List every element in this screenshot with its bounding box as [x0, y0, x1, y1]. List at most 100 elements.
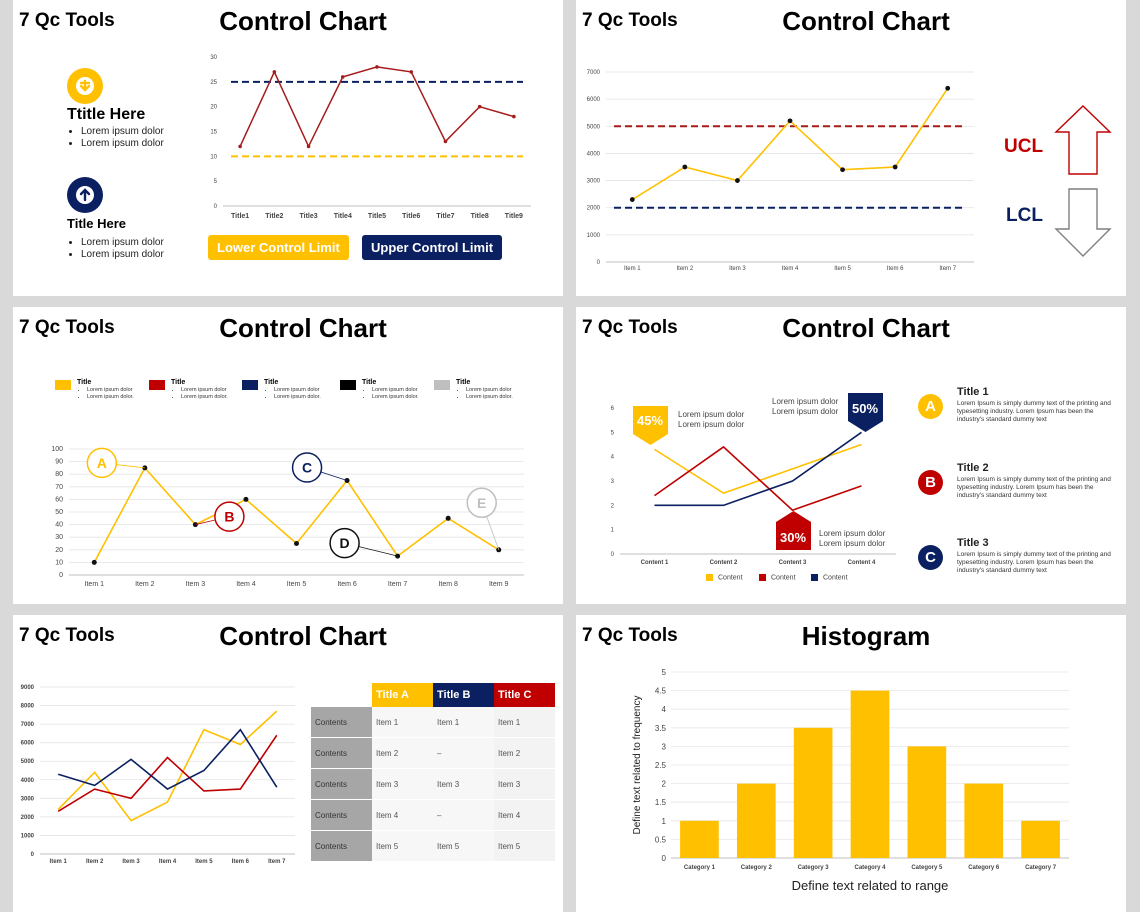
y-tick-label: 0 [31, 852, 35, 858]
legend-swatch [242, 380, 258, 390]
legend-line: Lorem ipsum dolor. [274, 394, 354, 401]
callout-letter: C [302, 460, 312, 476]
table-row: Contents Item 4– Item 4 [311, 799, 555, 831]
slide-control-chart-4: 7 Qc Tools Control Chart 0 1 2 3 4 5 6 Content … [576, 307, 1126, 604]
y-tick-label: 7000 [587, 70, 601, 76]
series-line [654, 443, 862, 495]
brand-title: 7 Qc Tools [19, 625, 115, 646]
x-axis-title: Define text related to range [792, 878, 949, 893]
x-tick-label: Title2 [265, 213, 283, 220]
x-tick-label: Item 3 [729, 266, 746, 272]
table-row: Contents Item 5 Item 5 Item 5 [311, 830, 555, 862]
x-tick-label: Title7 [436, 213, 454, 220]
entry-desc-2: Lorem Ipsum is simply dummy text of the … [957, 476, 1111, 499]
table-cell: – [433, 799, 494, 831]
letter-badge-b: B [918, 470, 943, 495]
y-tick-label: 90 [55, 459, 63, 466]
data-point [306, 144, 311, 149]
slide-control-chart-2: 7 Qc Tools Control Chart 0 1000 2000 3000 40… [576, 0, 1126, 296]
x-tick-label: Item 2 [86, 859, 104, 865]
x-tick-label: Title4 [334, 213, 352, 220]
table-cell: Item 5 [494, 830, 555, 862]
y-tick-label: 5000 [21, 759, 35, 765]
callout-circle [329, 527, 360, 559]
y-tick-label: 10 [210, 154, 217, 160]
histogram-bar [907, 746, 947, 858]
y-tick-label: 2.5 [655, 761, 667, 770]
note-text: Lorem ipsum dolor Lorem ipsum dolor [819, 529, 886, 548]
tag-50: 50% [851, 401, 879, 416]
table-cell: Item 3 [494, 768, 555, 800]
y-tick-label: 0.5 [655, 835, 667, 844]
table-cell: Item 2 [494, 737, 555, 769]
control-chart-5: 0 1000 2000 3000 4000 5000 6000 7000 8000 9000 Ite… [21, 685, 295, 865]
legend-line: Lorem ipsum dolor [87, 387, 167, 394]
y-tick-label: 60 [55, 496, 63, 503]
legend-swatch [149, 380, 165, 390]
y-tick-label: 2000 [587, 206, 601, 212]
legend-line: Lorem ipsum dolor. [87, 394, 167, 401]
x-tick-label: Content 3 [779, 560, 807, 566]
series-line [631, 87, 949, 201]
arrow-down-icon [1054, 188, 1112, 257]
tag-shape [848, 393, 883, 432]
table-cell: Item 3 [372, 768, 433, 800]
slide-title: Control Chart [219, 621, 387, 651]
entry-title-3: Title 3 [957, 537, 989, 549]
table-cell: Item 4 [372, 799, 433, 831]
brand-title: 7 Qc Tools [582, 625, 678, 646]
y-tick-label: 15 [210, 130, 217, 136]
x-tick-label: Item 6 [887, 266, 904, 272]
entry-desc-1: Lorem Ipsum is simply dummy text of the … [957, 400, 1111, 423]
x-tick-label: Category 5 [911, 865, 943, 871]
x-tick-label: Item 6 [232, 859, 250, 865]
y-tick-label: 5 [611, 430, 615, 436]
legend-line: Lorem ipsum dolor [466, 387, 546, 394]
y-tick-label: 3000 [21, 796, 35, 802]
slide-title: Control Chart [782, 313, 950, 343]
x-tick-label: Content 1 [641, 560, 669, 566]
y-tick-label: 6000 [587, 97, 601, 103]
slide-title: Histogram [801, 621, 931, 651]
y-tick-label: 4.5 [655, 687, 667, 696]
y-tick-label: 70 [55, 484, 63, 491]
table-cell: Item 5 [433, 830, 494, 862]
entry-desc-3: Lorem Ipsum is simply dummy text of the … [957, 551, 1111, 574]
arrow-up-icon [67, 177, 103, 213]
x-tick-label: Item 3 [186, 581, 206, 588]
legend-title: Title [171, 379, 186, 386]
data-point [840, 167, 845, 173]
y-tick-label: 9000 [21, 685, 35, 691]
lcl-label: LCL [1006, 205, 1043, 226]
note-text: Lorem ipsum dolor Lorem ipsum dolor [772, 397, 839, 416]
y-tick-label: 6 [611, 406, 615, 412]
y-tick-label: 0 [611, 552, 615, 558]
callout-letter: E [477, 495, 486, 511]
legend-item: Content [706, 574, 743, 581]
x-tick-label: Item 2 [677, 266, 694, 272]
legend-line: Lorem ipsum dolor [372, 387, 452, 394]
data-point [787, 118, 793, 124]
callout-circle [86, 447, 118, 479]
callout-letter: A [97, 455, 107, 471]
y-tick-label: 1.5 [655, 798, 667, 807]
control-chart-3: 0 10 20 30 40 50 60 70 80 90 100 Item 1 Item 2 Item 3… [51, 446, 524, 588]
item-bullets-2: Lorem ipsum dolor Lorem ipsum dolor [67, 237, 164, 261]
x-tick-label: Category 4 [854, 865, 886, 871]
y-tick-label: 2 [662, 780, 667, 789]
series-line [93, 466, 500, 563]
data-point [409, 70, 414, 74]
x-tick-label: Item 1 [624, 266, 641, 272]
y-tick-label: 80 [55, 471, 63, 478]
brand-title: 7 Qc Tools [19, 10, 115, 31]
legend-swatch [811, 574, 818, 581]
data-point [945, 85, 951, 91]
x-tick-label: Item 7 [939, 266, 956, 272]
x-tick-label: Item 1 [85, 581, 105, 588]
table-cell: – [433, 737, 494, 769]
table-row: Contents Item 3 Item 3 Item 3 [311, 768, 555, 800]
x-tick-label: Category 2 [741, 865, 773, 871]
y-tick-label: 0 [662, 854, 667, 863]
histogram-bar [680, 820, 719, 858]
legend-line: Lorem ipsum dolor. [372, 394, 452, 401]
